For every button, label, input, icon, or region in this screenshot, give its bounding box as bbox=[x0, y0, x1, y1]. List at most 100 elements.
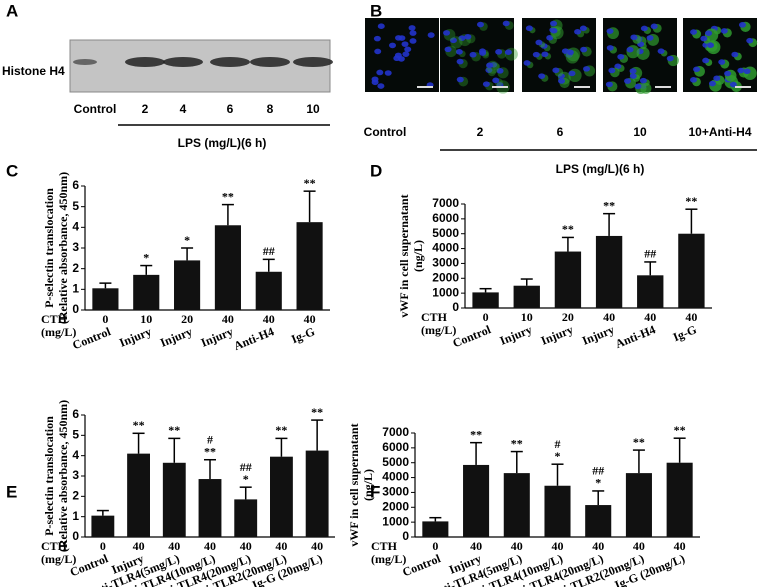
y-tick-label: 0 bbox=[72, 529, 79, 543]
bar bbox=[463, 464, 490, 537]
nucleus bbox=[566, 49, 574, 56]
nucleus bbox=[377, 83, 385, 89]
nucleus bbox=[574, 28, 582, 35]
x-tick-label: Injury bbox=[158, 324, 194, 349]
x-tick-label: Control bbox=[451, 322, 494, 350]
scale-bar bbox=[492, 86, 508, 88]
y-axis-label: P-selectin translocation bbox=[42, 416, 56, 536]
y-tick-label: 0 bbox=[402, 529, 409, 543]
scale-bar bbox=[417, 86, 433, 88]
y-tick-label: 1 bbox=[72, 509, 79, 523]
nucleus bbox=[496, 68, 504, 74]
y-tick-label: 3 bbox=[72, 468, 79, 482]
nucleus bbox=[657, 48, 665, 54]
nucleus bbox=[646, 35, 654, 41]
bar bbox=[214, 225, 241, 310]
bar bbox=[595, 235, 623, 308]
x-tick-label: Ig-G bbox=[289, 324, 316, 346]
x-row-label: (mg/L) bbox=[371, 552, 406, 566]
significance: ** bbox=[685, 194, 697, 208]
nucleus bbox=[408, 25, 416, 31]
nucleus bbox=[486, 62, 494, 69]
bar bbox=[544, 485, 571, 537]
image-label: 10 bbox=[633, 125, 647, 139]
y-tick-label: 6 bbox=[72, 407, 79, 421]
x-row-label: (mg/L) bbox=[421, 323, 456, 337]
significance: ## bbox=[240, 460, 252, 474]
y-tick-label: 2000 bbox=[432, 270, 459, 284]
blot-band bbox=[250, 57, 290, 67]
nucleus bbox=[376, 69, 384, 76]
cth-value: 10 bbox=[521, 310, 533, 324]
bar bbox=[305, 450, 329, 537]
y-tick-label: 6 bbox=[72, 178, 79, 192]
y-tick-label: 4000 bbox=[382, 470, 409, 484]
nucleus bbox=[629, 73, 637, 79]
significance: * bbox=[243, 472, 249, 486]
y-axis-label: vWF in cell supernatant bbox=[397, 194, 411, 317]
significance: ** bbox=[304, 176, 316, 190]
cth-value: 40 bbox=[470, 539, 482, 553]
y-tick-label: 1000 bbox=[432, 285, 459, 299]
y-tick-label: 5 bbox=[72, 199, 79, 213]
cth-value: 20 bbox=[181, 312, 193, 326]
nucleus bbox=[713, 75, 721, 82]
nucleus bbox=[624, 78, 632, 84]
nucleus bbox=[443, 30, 451, 36]
nucleus bbox=[700, 35, 708, 42]
x-tick-label: Ig-G bbox=[671, 322, 698, 344]
y-tick-label: 5 bbox=[72, 428, 79, 442]
x-row-label: CTH bbox=[371, 539, 398, 553]
nucleus bbox=[479, 50, 487, 56]
nucleus bbox=[504, 49, 512, 56]
nucleus bbox=[629, 68, 637, 74]
nucleus bbox=[523, 60, 531, 66]
panel-letter: E bbox=[6, 482, 17, 501]
y-tick-label: 5000 bbox=[382, 455, 409, 469]
nucleus bbox=[743, 68, 751, 75]
cth-value: 40 bbox=[304, 312, 316, 326]
y-tick-label: 3000 bbox=[382, 485, 409, 499]
cth-value: 40 bbox=[204, 539, 216, 553]
nucleus bbox=[639, 77, 647, 84]
nucleus bbox=[583, 66, 591, 72]
nucleus bbox=[746, 37, 754, 44]
nucleus bbox=[718, 59, 726, 65]
nucleus bbox=[535, 39, 543, 46]
significance: ** bbox=[222, 189, 234, 203]
nucleus bbox=[377, 23, 385, 30]
lane-label: 2 bbox=[142, 102, 149, 116]
x-tick-label: Anti-H4 bbox=[232, 324, 276, 353]
y-tick-label: 3000 bbox=[432, 256, 459, 270]
scale-bar bbox=[574, 86, 590, 88]
bar bbox=[554, 251, 582, 308]
cth-value: 40 bbox=[240, 539, 252, 553]
nucleus bbox=[617, 53, 625, 60]
image-label: 6 bbox=[557, 125, 564, 139]
nucleus bbox=[705, 30, 713, 36]
nucleus bbox=[395, 35, 403, 41]
nucleus bbox=[538, 73, 546, 79]
y-tick-label: 1000 bbox=[382, 514, 409, 528]
significance: ** bbox=[133, 418, 145, 432]
significance: # bbox=[555, 437, 561, 451]
cth-value: 40 bbox=[633, 539, 645, 553]
nucleus bbox=[492, 77, 500, 84]
significance: ** bbox=[511, 436, 523, 450]
cth-value: 40 bbox=[592, 539, 604, 553]
x-row-label: CTH bbox=[41, 312, 68, 326]
nucleus bbox=[606, 45, 614, 51]
significance: * bbox=[595, 476, 601, 490]
blot bbox=[69, 39, 331, 93]
x-row-label: CTH bbox=[41, 539, 68, 553]
significance: * bbox=[184, 233, 190, 247]
y-axis-label: (ng/L) bbox=[411, 240, 425, 272]
significance: ## bbox=[644, 247, 656, 261]
x-tick-label: Injury bbox=[117, 324, 153, 349]
nucleus bbox=[409, 30, 417, 36]
cth-value: 40 bbox=[168, 539, 180, 553]
nucleus bbox=[738, 22, 746, 28]
nucleus bbox=[402, 51, 410, 57]
nucleus bbox=[393, 55, 401, 62]
